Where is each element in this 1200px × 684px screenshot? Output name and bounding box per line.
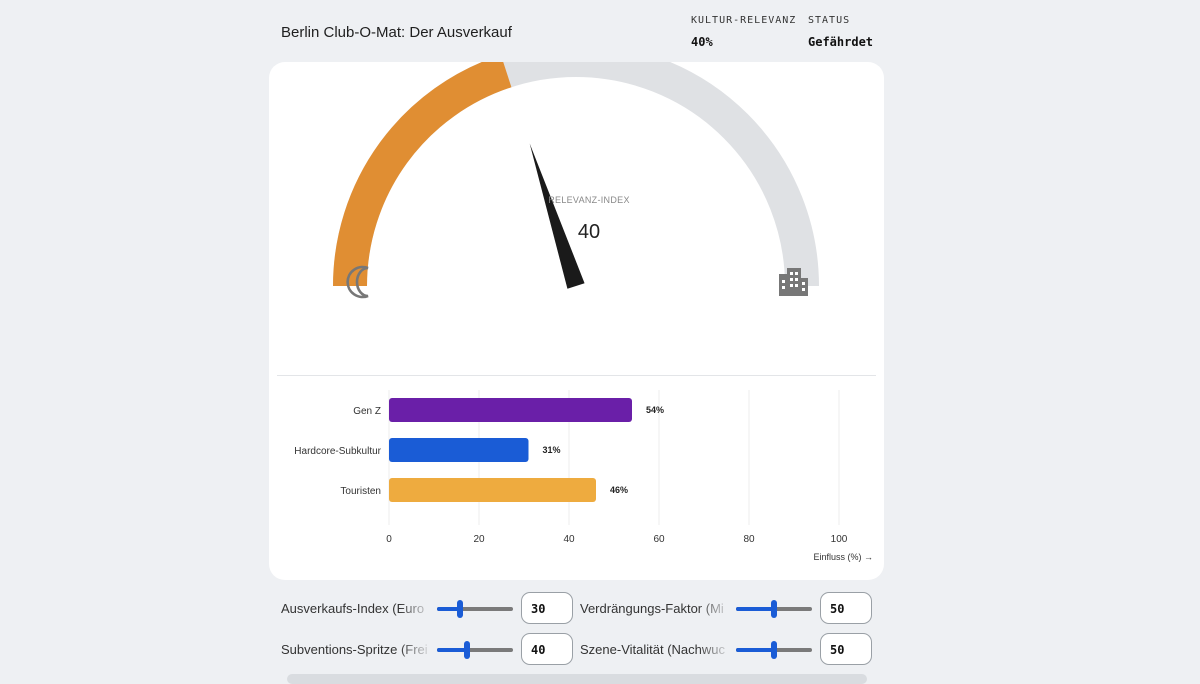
x-axis-label: Einfluss (%) → — [813, 552, 873, 562]
control-label: Szene-Vitalität (Nachwuc — [580, 642, 725, 657]
x-tick-label: 0 — [386, 534, 392, 545]
building-icon — [779, 268, 808, 296]
gauge-label: RELEVANZ-INDEX — [548, 195, 630, 205]
impact-bar-chart: 0 20 40 60 80 100 Gen Z 54% Hardcore-Subkultur 31… — [294, 390, 873, 562]
main-card: RELEVANZ-INDEX 40 0 20 40 60 80 100 Gen Z 54% Ha… — [269, 62, 884, 580]
bar-value-label: 54% — [646, 405, 664, 415]
category-label: Hardcore-Subkultur — [294, 446, 381, 457]
ausverkaufs-number-input[interactable]: 30 — [521, 592, 573, 624]
ausverkaufs-slider[interactable] — [437, 600, 513, 618]
bar — [389, 478, 596, 502]
bottom-panel-edge — [287, 674, 867, 684]
subventions-number-input[interactable]: 40 — [521, 633, 573, 665]
x-tick-label: 80 — [743, 534, 755, 545]
gauge-track — [333, 62, 819, 287]
bar-value-label: 31% — [543, 445, 561, 455]
moon-icon — [346, 265, 369, 299]
slider-thumb[interactable] — [464, 641, 471, 659]
x-tick-label: 20 — [473, 534, 485, 545]
control-label: Ausverkaufs-Index (Euro — [281, 601, 425, 616]
stat-relevanz: KULTUR-RELEVANZ 40% — [691, 15, 796, 49]
control-label: Subventions-Spritze (Frei — [281, 642, 428, 657]
gauge — [333, 62, 819, 299]
bar-value-label: 46% — [610, 485, 628, 495]
stat-value: Gefährdet — [808, 35, 874, 49]
stat-label: KULTUR-RELEVANZ — [691, 15, 797, 26]
bar — [389, 438, 529, 462]
divider — [277, 375, 876, 376]
stat-status: STATUS Gefährdet — [808, 15, 873, 49]
x-tick-label: 40 — [563, 534, 575, 545]
vitalitaet-slider[interactable] — [736, 641, 812, 659]
verdraengungs-number-input[interactable]: 50 — [820, 592, 872, 624]
subventions-slider[interactable] — [437, 641, 513, 659]
stat-label: STATUS — [808, 15, 851, 26]
controls-panel: Ausverkaufs-Index (Euro 30 Verdrängungs-… — [0, 590, 1200, 678]
gauge-active-arc — [333, 62, 512, 287]
gauge-needle — [529, 143, 585, 289]
vitalitaet-number-input[interactable]: 50 — [820, 633, 872, 665]
x-tick-label: 100 — [831, 534, 848, 545]
x-tick-label: 60 — [653, 534, 665, 545]
slider-thumb[interactable] — [771, 641, 777, 659]
category-label: Gen Z — [353, 406, 381, 417]
slider-thumb[interactable] — [771, 600, 777, 618]
stat-value: 40% — [691, 35, 713, 49]
category-label: Touristen — [340, 486, 381, 497]
slider-thumb[interactable] — [456, 600, 463, 618]
gauge-value: 40 — [577, 221, 601, 243]
verdraengungs-slider[interactable] — [736, 600, 812, 618]
bar — [389, 398, 632, 422]
page-title: Berlin Club-O-Mat: Der Ausverkauf — [281, 24, 512, 41]
control-label: Verdrängungs-Faktor (Mi — [580, 601, 724, 616]
